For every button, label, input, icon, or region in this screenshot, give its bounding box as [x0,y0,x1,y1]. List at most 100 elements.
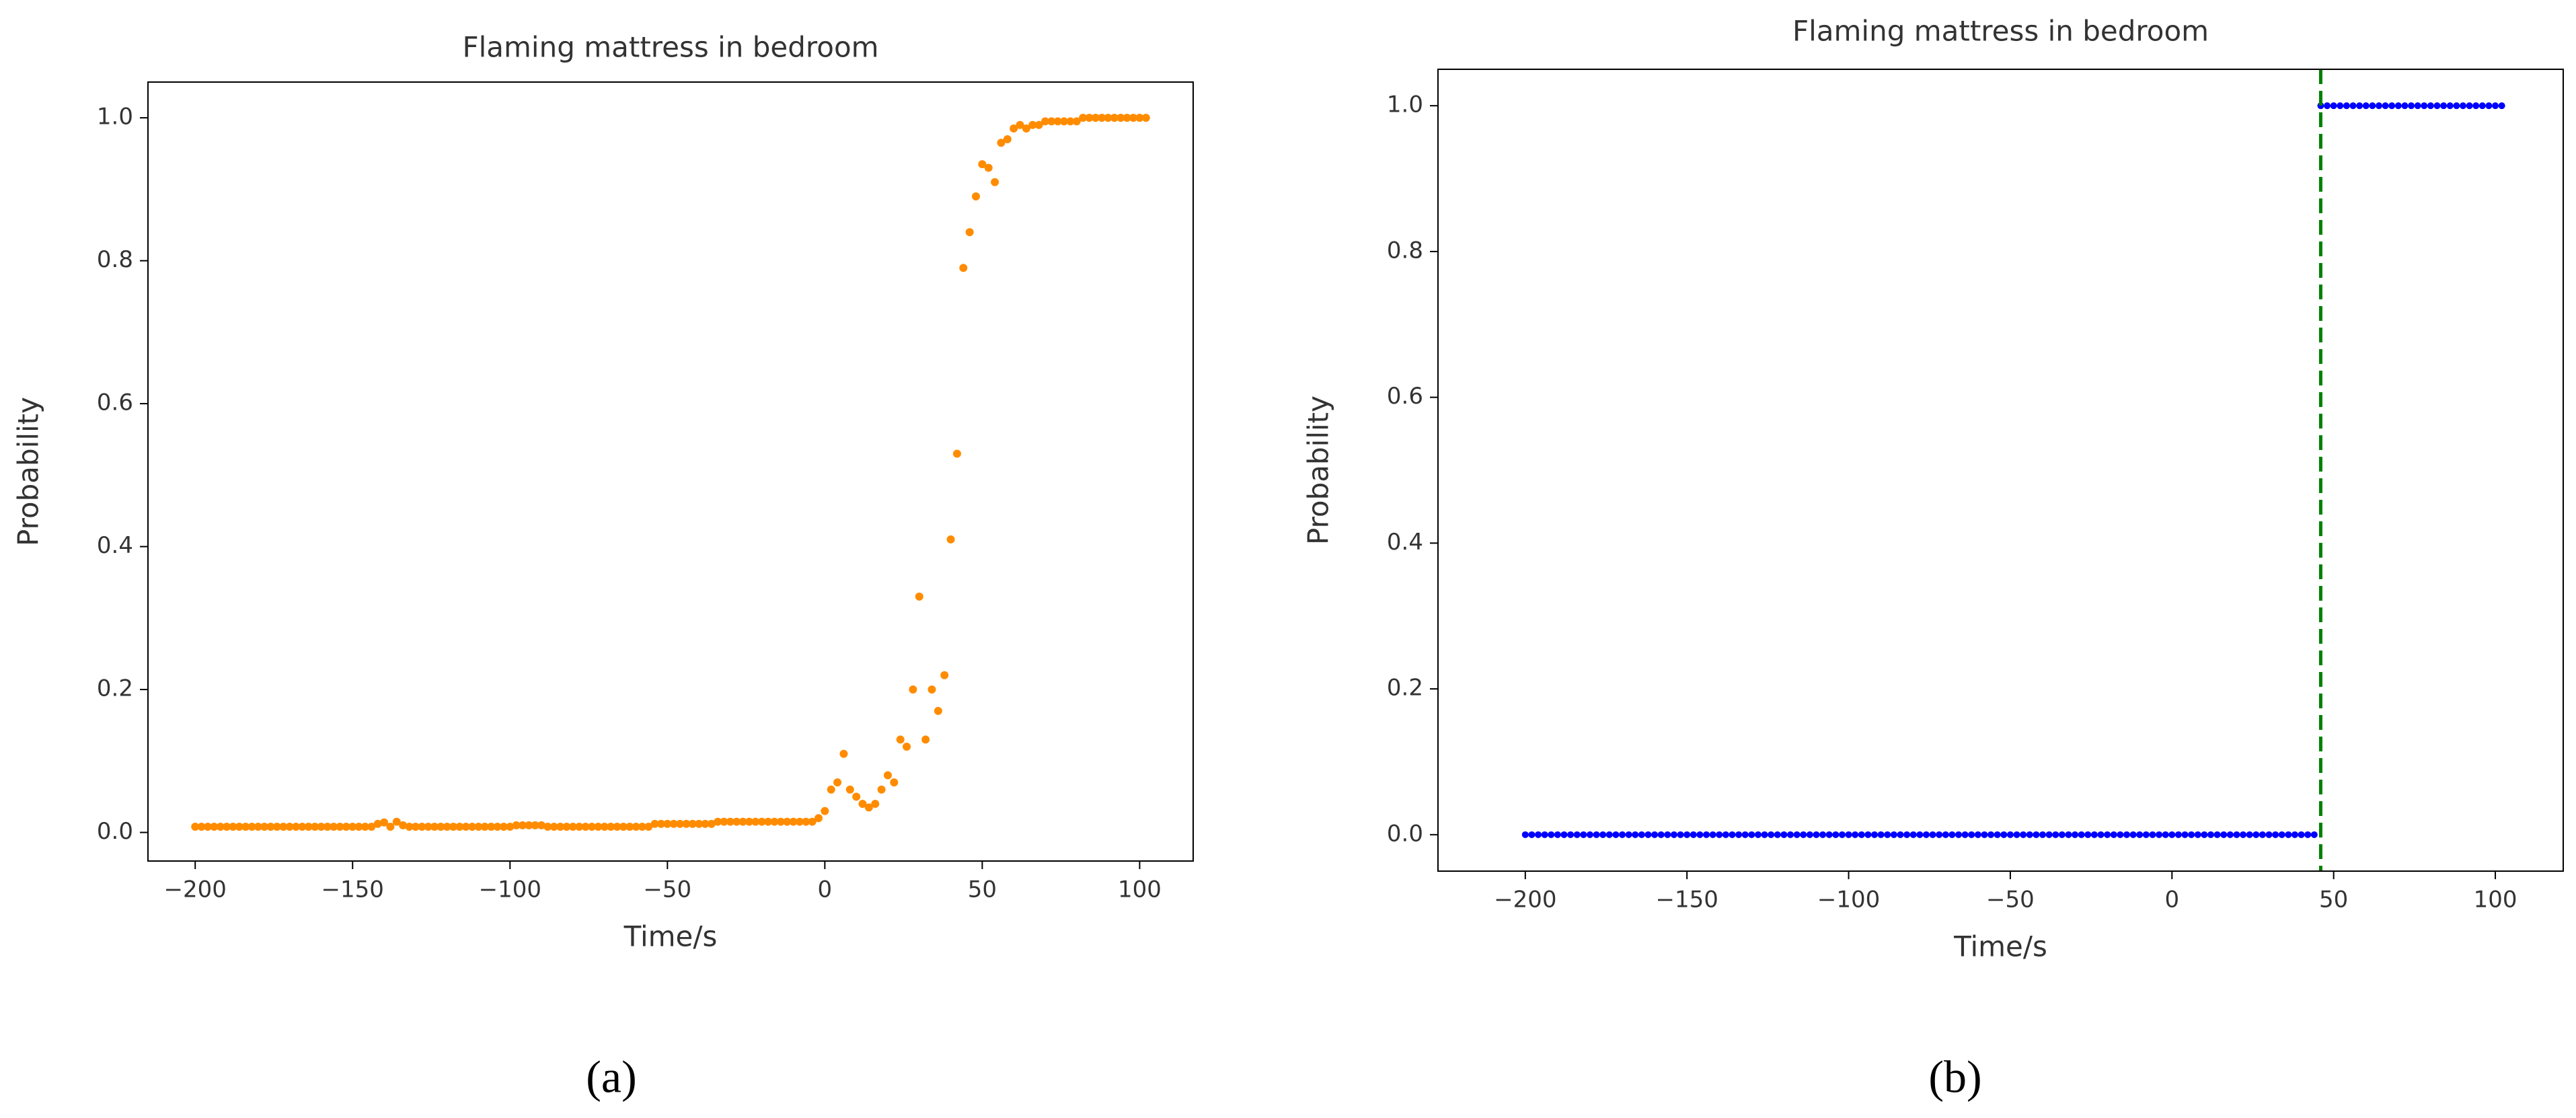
point [2207,831,2214,838]
point [1079,114,1088,122]
point [2324,102,2331,110]
point [738,817,747,826]
point [1858,831,1865,838]
point [984,163,993,172]
point [764,817,773,826]
point [1116,114,1125,122]
point [2058,831,2066,838]
point [852,792,861,801]
point [587,823,596,831]
point [2304,831,2312,838]
point [2337,102,2344,110]
point [562,823,571,831]
point [688,819,697,828]
point [682,819,691,828]
point [1754,831,1761,838]
point [575,823,584,831]
point [1072,117,1081,126]
point [2226,831,2234,838]
point [2078,831,2085,838]
point [2188,831,2195,838]
point [1916,831,1924,838]
point [2181,831,2189,838]
point [2478,102,2486,110]
point [266,823,275,831]
y-tick-label: 0.2 [97,675,133,702]
point [2246,831,2253,838]
point [354,823,363,831]
point [2220,831,2228,838]
x-tick-label: 0 [2164,887,2179,914]
point [216,823,225,831]
point [663,819,672,828]
point [903,743,911,751]
point [1974,831,1981,838]
point [1987,831,1995,838]
point [2291,831,2298,838]
point [2453,102,2460,110]
point [272,823,281,831]
x-tick-label: −150 [1655,887,1718,914]
point [2110,831,2117,838]
point [802,817,810,826]
point [1787,831,1794,838]
point [2394,102,2402,110]
point [1573,831,1581,838]
point [821,807,829,815]
point [2136,831,2144,838]
point [2446,102,2454,110]
point [537,821,546,829]
chart-title: Flaming mattress in bedroom [462,31,878,64]
point [1994,831,2001,838]
chart-title: Flaming mattress in bedroom [1792,15,2209,48]
y-tick-label: 0.4 [97,532,133,559]
point [1625,831,1632,838]
point [311,823,319,831]
point [1748,831,1755,838]
point [380,818,389,827]
point [386,823,395,831]
point [1864,831,1872,838]
point [411,823,420,831]
point [336,823,344,831]
point [2104,831,2111,838]
point [1129,114,1138,122]
point [1085,114,1094,122]
point [833,778,842,787]
point [1890,831,1897,838]
x-tick-label: 0 [818,877,833,903]
point [2240,831,2247,838]
point [896,735,905,744]
point [1657,831,1665,838]
point [203,823,212,831]
y-tick-label: 0.0 [1387,820,1423,847]
point [1580,831,1587,838]
point [1644,831,1652,838]
point [1560,831,1568,838]
point [1696,831,1704,838]
y-tick-label: 0.2 [1387,675,1423,702]
point [298,823,307,831]
point [959,264,968,272]
point [2349,102,2357,110]
point [1729,831,1736,838]
point [1793,831,1801,838]
point [1632,831,1639,838]
point [2020,831,2027,838]
point [656,819,665,828]
point [1047,117,1056,126]
point [474,823,483,831]
point [499,823,508,831]
point [2026,831,2033,838]
point [770,817,779,826]
point [330,823,338,831]
point [2427,102,2434,110]
point [871,800,880,809]
point [2440,102,2448,110]
point [556,823,565,831]
point [1110,114,1119,122]
point [1722,831,1729,838]
point [480,823,489,831]
point [1091,114,1100,122]
point [197,823,206,831]
